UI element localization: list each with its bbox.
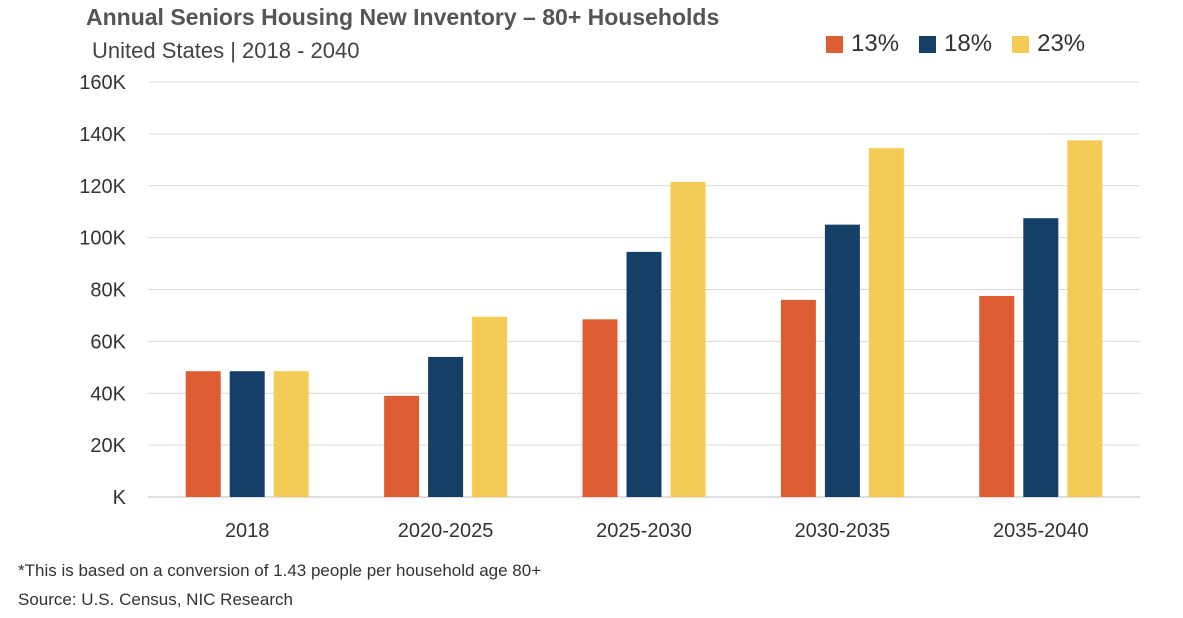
legend-item-23: 23% <box>1012 30 1085 58</box>
bar-13-2030-2035 <box>780 299 816 497</box>
x-tick-label: 2025-2030 <box>596 520 692 542</box>
legend-label-13: 13% <box>851 30 900 57</box>
bar-13-2035-2040 <box>979 295 1015 497</box>
bar-23-2018 <box>273 371 309 497</box>
chart-title: Annual Seniors Housing New Inventory – 8… <box>86 4 720 30</box>
y-tick-label: 100K <box>79 228 126 250</box>
bar-chart: K 20K 40K 60K 80K 100K 120K 140K 160K 2018 2020-20… <box>79 72 1140 542</box>
legend-label-23: 23% <box>1037 30 1086 57</box>
bar-18-2020-2025 <box>428 356 464 497</box>
bar-18-2018 <box>229 371 265 497</box>
bar-18-2030-2035 <box>824 224 860 497</box>
footnote: *This is based on a conversion of 1.43 p… <box>18 561 542 580</box>
y-tick-label: K <box>113 487 127 509</box>
legend: 13% 18% 23% <box>826 30 1105 58</box>
legend-swatch-23 <box>1012 35 1030 53</box>
y-tick-label: 140K <box>79 124 126 146</box>
bar-23-2030-2035 <box>868 148 904 497</box>
bar-23-2020-2025 <box>472 316 508 497</box>
legend-item-18: 18% <box>919 30 992 58</box>
chart-subtitle: United States | 2018 - 2040 <box>92 38 360 63</box>
x-tick-label: 2018 <box>225 520 270 542</box>
source-note: Source: U.S. Census, NIC Research <box>18 590 293 609</box>
bar-13-2020-2025 <box>384 395 420 497</box>
bar-18-2035-2040 <box>1023 218 1059 497</box>
x-tick-label: 2030-2035 <box>795 520 891 542</box>
bar-23-2025-2030 <box>670 181 706 497</box>
bar-23-2035-2040 <box>1067 140 1103 497</box>
y-tick-label: 120K <box>79 176 126 198</box>
bar-13-2025-2030 <box>582 319 618 497</box>
legend-label-18: 18% <box>944 30 993 57</box>
bar-18-2025-2030 <box>626 251 662 497</box>
x-tick-label: 2020-2025 <box>398 520 494 542</box>
legend-swatch-18 <box>919 35 937 53</box>
y-tick-label: 80K <box>90 280 126 302</box>
x-tick-label: 2035-2040 <box>993 520 1089 542</box>
y-tick-label: 160K <box>79 72 126 94</box>
y-tick-label: 60K <box>90 331 126 353</box>
y-tick-label: 20K <box>90 435 126 457</box>
legend-item-13: 13% <box>826 30 899 58</box>
y-tick-label: 40K <box>90 383 126 405</box>
legend-swatch-13 <box>826 35 843 53</box>
bar-13-2018 <box>185 371 221 497</box>
